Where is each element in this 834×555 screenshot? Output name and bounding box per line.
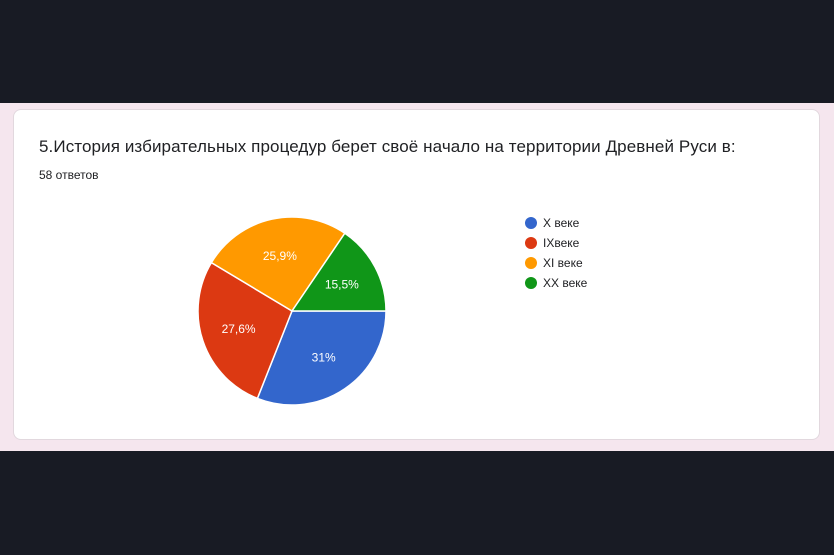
screen-background: 5.История избирательных процедур берет с… — [0, 103, 834, 451]
bottom-letterbox — [0, 451, 834, 555]
pie-slice-label-2: 27,6% — [222, 322, 256, 336]
pie-slice-label-4: 15,5% — [325, 278, 359, 292]
legend-label: X веке — [543, 216, 580, 230]
response-card: 5.История избирательных процедур берет с… — [13, 109, 820, 440]
pie-slice-1 — [256, 310, 387, 406]
legend-item-4: XX веке — [525, 273, 587, 293]
legend-swatch — [525, 237, 537, 249]
legend-swatch — [525, 257, 537, 269]
legend-item-3: XI веке — [525, 253, 587, 273]
pie-slice-2 — [197, 261, 293, 400]
legend-label: XI веке — [543, 256, 583, 270]
legend-label: IXвеке — [543, 236, 580, 250]
legend-label: XX веке — [543, 276, 588, 290]
chart-legend: X веке IXвеке XI веке XX веке — [525, 213, 587, 293]
legend-swatch — [525, 217, 537, 229]
question-title: 5.История избирательных процедур берет с… — [39, 137, 736, 156]
pie-chart: 31% 27,6% 25,9% 15,5% — [14, 110, 821, 441]
pie-slice-3 — [210, 216, 346, 313]
answer-count: 58 ответов — [39, 168, 99, 182]
pie-chart-svg: 31% 27,6% 25,9% 15,5% — [197, 216, 387, 406]
pie-slice-label-3: 25,9% — [263, 249, 297, 263]
pie-slice-4 — [290, 232, 387, 312]
legend-item-1: X веке — [525, 213, 587, 233]
legend-item-2: IXвеке — [525, 233, 587, 253]
pie-slice-label-1: 31% — [312, 351, 336, 365]
legend-swatch — [525, 277, 537, 289]
top-letterbox — [0, 0, 834, 103]
